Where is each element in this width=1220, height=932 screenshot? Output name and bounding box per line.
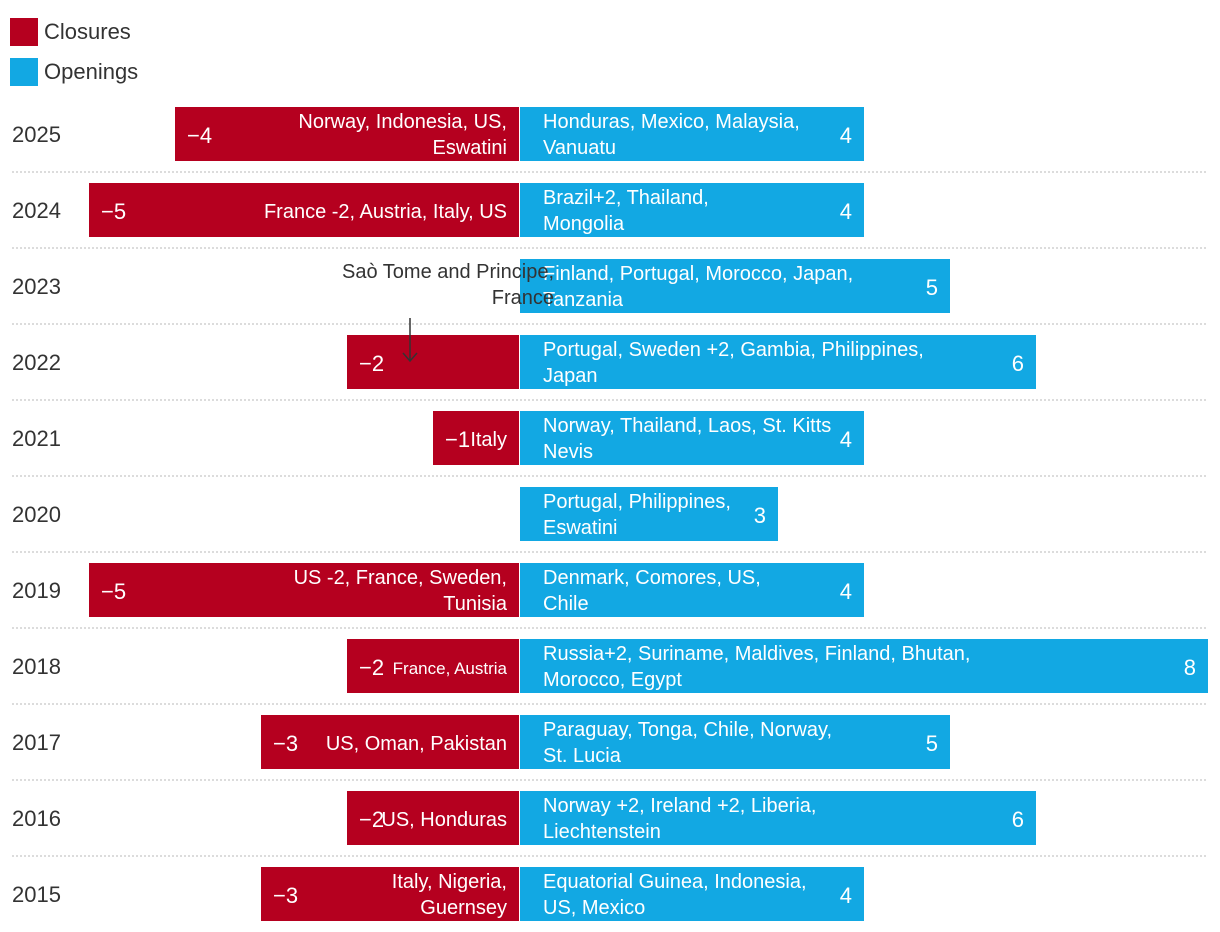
opening-bar — [520, 867, 864, 921]
year-label: 2023 — [12, 274, 61, 299]
opening-countries-label: Finland, Portugal, Morocco, Japan, — [543, 263, 853, 285]
opening-value-label: 4 — [840, 199, 852, 224]
opening-bar — [520, 411, 864, 465]
opening-countries-label: Japan — [543, 365, 598, 387]
closure-countries-label: Guernsey — [420, 897, 507, 919]
legend-label-closures: Closures — [44, 19, 131, 44]
opening-value-label: 5 — [926, 731, 938, 756]
opening-countries-label: Brazil+2, Thailand, — [543, 187, 709, 209]
opening-countries-label: St. Lucia — [543, 745, 622, 767]
opening-countries-label: Honduras, Mexico, Malaysia, — [543, 111, 800, 133]
closure-bar — [347, 335, 519, 389]
opening-countries-label: Paraguay, Tonga, Chile, Norway, — [543, 719, 832, 741]
annotation-line: Saò Tome and Principe, — [342, 261, 554, 283]
opening-countries-label: Nevis — [543, 441, 593, 463]
opening-bar — [520, 335, 1036, 389]
opening-value-label: 6 — [1012, 807, 1024, 832]
opening-value-label: 5 — [926, 275, 938, 300]
closure-value-label: −2 — [359, 351, 384, 376]
opening-countries-label: Russia+2, Suriname, Maldives, Finland, B… — [543, 643, 970, 665]
year-label: 2020 — [12, 502, 61, 527]
year-label: 2021 — [12, 426, 61, 451]
opening-countries-label: Norway +2, Ireland +2, Liberia, — [543, 795, 817, 817]
closure-bar — [89, 563, 519, 617]
closure-countries-label: US, Oman, Pakistan — [326, 733, 507, 755]
opening-countries-label: Vanuatu — [543, 137, 616, 159]
year-label: 2024 — [12, 198, 61, 223]
opening-value-label: 6 — [1012, 351, 1024, 376]
opening-countries-label: Norway, Thailand, Laos, St. Kitts — [543, 415, 831, 437]
year-label: 2015 — [12, 882, 61, 907]
closure-countries-label: Tunisia — [443, 593, 508, 615]
opening-value-label: 8 — [1184, 655, 1196, 680]
opening-countries-label: Denmark, Comores, US, — [543, 567, 761, 589]
closure-bar — [347, 639, 519, 693]
legend: Closures Openings — [10, 12, 138, 92]
legend-label-openings: Openings — [44, 59, 139, 84]
opening-countries-label: Equatorial Guinea, Indonesia, — [543, 871, 807, 893]
closure-bar — [175, 107, 519, 161]
opening-bar — [520, 639, 1208, 693]
annotation-line: France — [492, 287, 554, 309]
closure-countries-label: France -2, Austria, Italy, US — [264, 201, 507, 223]
closure-value-label: −5 — [101, 579, 126, 604]
closure-value-label: −3 — [273, 731, 298, 756]
closure-bar — [261, 715, 519, 769]
annotation-arrowhead — [402, 352, 418, 363]
opening-bar — [520, 183, 864, 237]
opening-countries-label: Morocco, Egypt — [543, 669, 682, 691]
closure-value-label: −3 — [273, 883, 298, 908]
opening-bar — [520, 791, 1036, 845]
closure-value-label: −4 — [187, 123, 212, 148]
year-label: 2017 — [12, 730, 61, 755]
opening-bar — [520, 107, 864, 161]
opening-value-label: 3 — [754, 503, 766, 528]
opening-countries-label: Portugal, Philippines, — [543, 491, 731, 513]
opening-value-label: 4 — [840, 883, 852, 908]
closure-bar — [433, 411, 519, 465]
opening-countries-label: Chile — [543, 593, 589, 615]
opening-bar — [520, 259, 950, 313]
opening-countries-label: Liechtenstein — [543, 821, 661, 843]
opening-value-label: 4 — [840, 123, 852, 148]
opening-countries-label: Eswatini — [543, 517, 617, 539]
opening-countries-label: Tanzania — [543, 289, 624, 311]
opening-bar — [520, 487, 778, 541]
closure-bar — [261, 867, 519, 921]
closure-countries-label: US, Honduras — [381, 809, 507, 831]
closure-value-label: −5 — [101, 199, 126, 224]
closure-value-label: −1 — [445, 427, 470, 452]
legend-item-openings[interactable]: Openings — [10, 52, 138, 92]
openings-swatch — [10, 58, 38, 86]
opening-value-label: 4 — [840, 427, 852, 452]
closure-bar — [347, 791, 519, 845]
legend-item-closures[interactable]: Closures — [10, 12, 138, 52]
closure-countries-label: Italy, Nigeria, — [392, 871, 507, 893]
closures-swatch — [10, 18, 38, 46]
year-label: 2018 — [12, 654, 61, 679]
closure-countries-label: Italy — [470, 429, 507, 451]
closure-countries-label: US -2, France, Sweden, — [294, 567, 507, 589]
year-label: 2022 — [12, 350, 61, 375]
year-label: 2019 — [12, 578, 61, 603]
closure-value-label: −2 — [359, 655, 384, 680]
opening-countries-label: US, Mexico — [543, 897, 645, 919]
year-label: 2025 — [12, 122, 61, 147]
opening-bar — [520, 563, 864, 617]
opening-value-label: 4 — [840, 579, 852, 604]
opening-countries-label: Mongolia — [543, 213, 625, 235]
year-label: 2016 — [12, 806, 61, 831]
closure-countries-label: Norway, Indonesia, US, — [298, 111, 507, 133]
opening-bar — [520, 715, 950, 769]
closure-value-label: −2 — [359, 807, 384, 832]
closure-bar — [89, 183, 519, 237]
closure-countries-label: Eswatini — [433, 137, 507, 159]
opening-countries-label: Portugal, Sweden +2, Gambia, Philippines… — [543, 339, 924, 361]
closure-countries-label: France, Austria — [393, 659, 508, 678]
